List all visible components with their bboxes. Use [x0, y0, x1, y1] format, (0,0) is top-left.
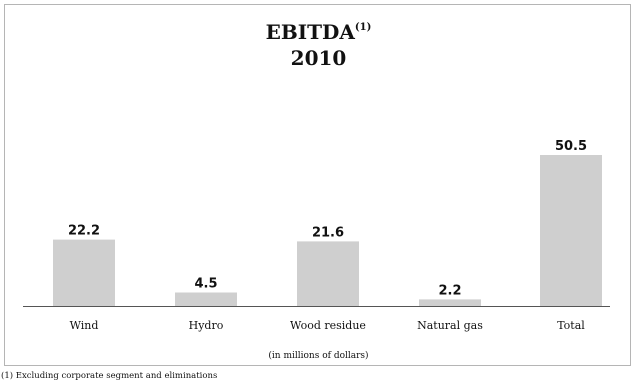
data-label-hydro: 4.5	[194, 277, 217, 292]
bar-hydro	[175, 292, 237, 306]
footnote: (1) Excluding corporate segment and elim…	[1, 371, 218, 381]
category-label-total: Total	[557, 319, 585, 332]
data-label-total: 50.5	[555, 139, 587, 154]
bar-wood-residue	[297, 241, 359, 306]
chart-title-text: EBITDA	[265, 20, 355, 44]
category-label-natural-gas: Natural gas	[417, 319, 483, 332]
chart-title-footnote-marker: (1)	[354, 22, 372, 33]
bar-wind	[53, 239, 115, 306]
category-label-hydro: Hydro	[189, 319, 224, 332]
bar-total	[540, 155, 602, 306]
unit-note: (in millions of dollars)	[268, 351, 369, 361]
chart-subtitle: 2010	[290, 46, 347, 70]
category-label-wind: Wind	[70, 319, 99, 332]
data-label-natural-gas: 2.2	[438, 283, 461, 298]
data-label-wind: 22.2	[68, 224, 100, 239]
chart-title: EBITDA(1)	[0, 21, 637, 43]
category-label-wood-residue: Wood residue	[290, 319, 366, 332]
bar-natural-gas	[419, 299, 481, 306]
data-label-wood-residue: 21.6	[312, 225, 344, 240]
